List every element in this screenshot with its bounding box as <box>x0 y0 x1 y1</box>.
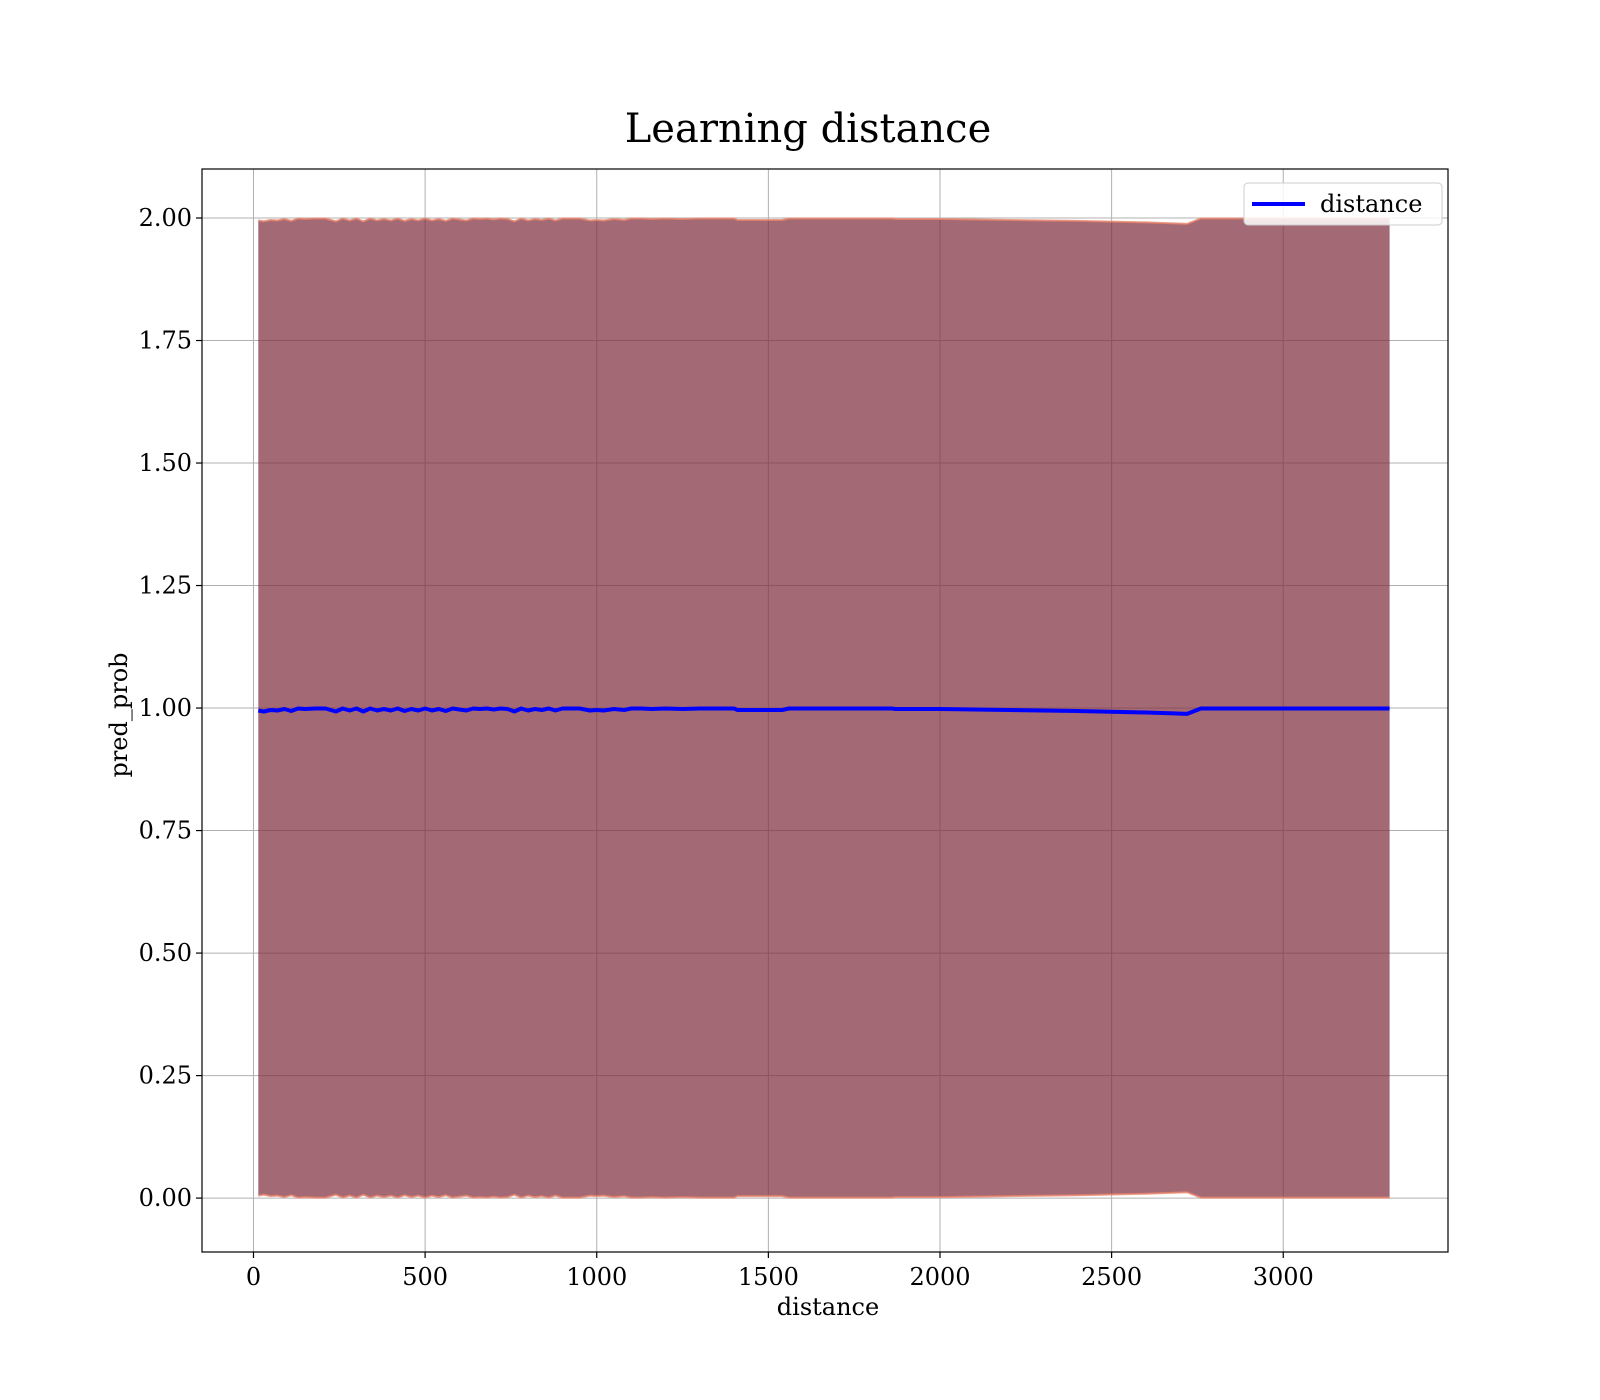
band-upper-edge <box>258 217 1390 225</box>
series-line-distance <box>257 706 1390 716</box>
x-tick-label: 0 <box>246 1263 261 1291</box>
series-lines <box>257 706 1390 716</box>
y-tick-label: 1.00 <box>139 694 192 722</box>
x-tick-label: 500 <box>402 1263 448 1291</box>
y-tick-label: 0.75 <box>139 817 192 845</box>
band-lower-edge <box>258 1191 1390 1199</box>
x-tick-label: 1500 <box>738 1263 799 1291</box>
x-tick-label: 1000 <box>566 1263 627 1291</box>
x-axis-label: distance <box>777 1293 879 1321</box>
plot-area <box>201 168 1449 1253</box>
y-tick-label: 0.50 <box>139 939 192 967</box>
legend-box <box>1243 182 1443 226</box>
y-tick-label: 1.25 <box>139 572 192 600</box>
y-axis-ticks: 0.00 0.25 0.50 0.75 1.00 1.25 1.50 1.75 2.00 <box>139 204 202 1212</box>
y-tick-label: 1.50 <box>139 449 192 477</box>
y-axis-label: pred_prob <box>105 652 133 777</box>
x-axis-ticks: 0 500 1000 1500 2000 2500 3000 <box>246 1252 1314 1291</box>
axes-frame <box>201 168 1449 1253</box>
x-tick-label: 2500 <box>1081 1263 1142 1291</box>
y-tick-label: 2.00 <box>139 204 192 232</box>
x-tick-label: 2000 <box>909 1263 970 1291</box>
y-tick-label: 0.25 <box>139 1062 192 1090</box>
y-tick-label: 0.00 <box>139 1184 192 1212</box>
x-tick-label: 3000 <box>1253 1263 1314 1291</box>
chart-title: Learning distance <box>625 106 992 152</box>
legend-label-distance: distance <box>1320 190 1422 218</box>
y-tick-label: 1.75 <box>139 327 192 355</box>
legend: distance <box>1243 182 1443 226</box>
